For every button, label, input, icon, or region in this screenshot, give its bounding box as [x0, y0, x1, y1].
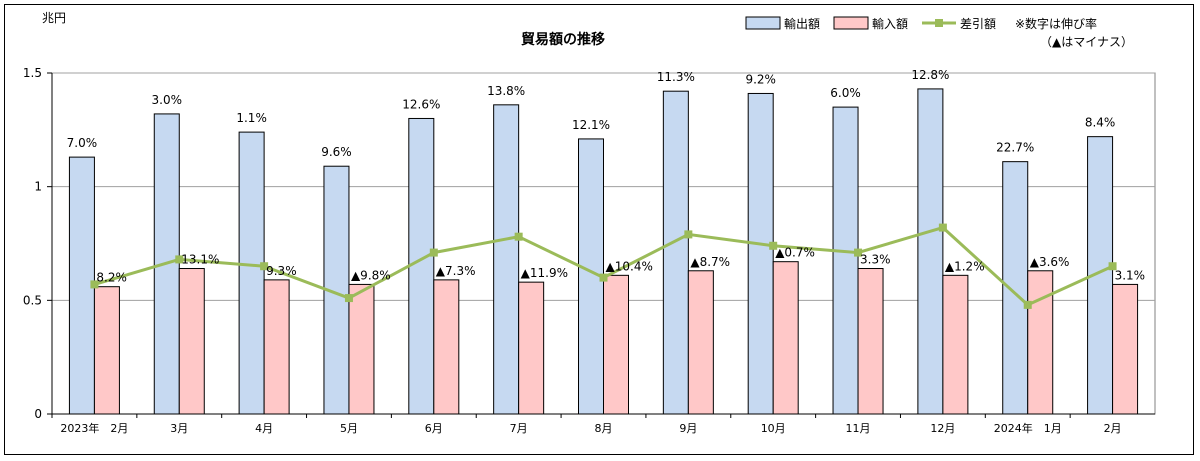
import-growth-label-5: ▲11.9% [521, 266, 568, 280]
import-growth-label-10: ▲1.2% [945, 259, 985, 273]
legend: 輸出額 輸入額 差引額 ※数字は伸び率 （▲はマイナス） [745, 16, 1133, 49]
import-bar-9 [857, 268, 884, 415]
import-bar-11 [1027, 270, 1054, 415]
y-tick-label-0: 0 [34, 407, 42, 421]
legend-label-export: 輸出額 [784, 16, 820, 31]
x-tick-label-6: 8月 [595, 422, 613, 435]
x-tick-label-3: 5月 [340, 422, 358, 435]
x-tick-label-5: 7月 [510, 422, 528, 435]
import-growth-label-7: ▲8.7% [690, 255, 730, 269]
x-tick-label-2: 4月 [255, 422, 273, 435]
export-bar-11 [1002, 161, 1029, 415]
balance-point-2 [260, 262, 269, 271]
balance-point-11 [1023, 300, 1032, 309]
import-growth-label-2: 9.3% [266, 264, 297, 278]
export-growth-label-11: 22.7% [996, 141, 1034, 155]
x-tick-label-9: 11月 [846, 422, 871, 435]
import-growth-label-3: ▲9.8% [351, 268, 391, 282]
import-bar-1 [178, 268, 205, 415]
export-growth-label-2: 1.1% [236, 111, 267, 125]
import-growth-label-8: ▲0.7% [775, 246, 815, 260]
export-growth-label-7: 11.3% [657, 70, 695, 84]
balance-point-10 [938, 223, 947, 232]
balance-point-7 [684, 230, 693, 239]
import-bar-0 [93, 286, 120, 415]
balance-point-0 [90, 280, 99, 289]
data-labels: 7.0% 8.2% 3.0% 13.1% 1.1% 9.3% 9.6% ▲9.8% 12.6% ▲… [67, 68, 1145, 285]
x-tick-label-8: 10月 [761, 422, 786, 435]
balance-point-12 [1108, 262, 1117, 271]
legend-label-import: 輸入額 [872, 16, 908, 31]
import-growth-label-1: 13.1% [181, 253, 219, 267]
export-bar-4 [408, 117, 435, 415]
export-bar-10 [917, 88, 944, 415]
balance-point-6 [599, 273, 608, 282]
export-bar-7 [662, 90, 689, 415]
import-bar-8 [772, 261, 799, 415]
import-bar-6 [603, 274, 629, 415]
balance-point-4 [429, 248, 438, 257]
import-growth-label-0: 8.2% [96, 271, 127, 285]
import-bar-3 [348, 283, 375, 415]
bars [68, 88, 1139, 415]
y-tick-label-3: 1.5 [23, 66, 42, 80]
legend-swatch-export [745, 16, 781, 30]
balance-point-8 [769, 241, 778, 250]
import-growth-label-9: 3.3% [860, 253, 891, 267]
balance-line [90, 223, 1117, 309]
y-tick-label-1: 0.5 [23, 293, 42, 307]
export-growth-label-6: 12.1% [572, 118, 610, 132]
export-growth-label-3: 9.6% [321, 145, 352, 159]
export-growth-label-1: 3.0% [152, 93, 183, 107]
import-growth-label-12: 3.1% [1115, 268, 1146, 282]
x-tick-label-1: 3月 [170, 422, 188, 435]
export-bar-9 [832, 106, 859, 415]
chart-title: 貿易額の推移 [521, 31, 605, 48]
import-bar-5 [518, 281, 545, 415]
balance-point-9 [854, 248, 863, 257]
export-growth-label-4: 12.6% [402, 97, 440, 111]
legend-marker-balance [935, 19, 943, 27]
import-bar-7 [687, 270, 714, 415]
import-growth-label-4: ▲7.3% [436, 264, 476, 278]
export-bar-8 [747, 92, 774, 415]
balance-point-5 [514, 232, 523, 241]
axes: 0 0.5 1 1.5 2023年 2月 3月 4月 5月 6月 7月 8月 9月 10月 11月 12月 2… [23, 66, 1155, 435]
x-tick-label-11: 2024年 1月 [994, 421, 1062, 435]
y-axis-unit: 兆円 [42, 11, 66, 25]
x-tick-label-7: 9月 [679, 422, 697, 435]
x-tick-label-10: 12月 [930, 422, 955, 435]
x-tick-label-12: 2月 [1104, 422, 1122, 435]
export-growth-label-12: 8.4% [1085, 116, 1116, 130]
export-growth-label-10: 12.8% [911, 68, 949, 82]
export-growth-label-0: 7.0% [67, 136, 98, 150]
export-growth-label-8: 9.2% [745, 72, 776, 86]
x-tick-label-0: 2023年 2月 [60, 421, 128, 435]
x-tick-label-4: 6月 [425, 422, 443, 435]
y-tick-label-2: 1 [34, 180, 42, 194]
import-bar-12 [1112, 283, 1139, 415]
export-bar-2 [238, 131, 265, 415]
import-growth-label-6: ▲10.4% [606, 259, 653, 273]
import-growth-label-11: ▲3.6% [1030, 255, 1070, 269]
legend-swatch-import [833, 16, 869, 30]
export-growth-label-5: 13.8% [487, 84, 525, 98]
growth-note: ※数字は伸び率 [1015, 16, 1097, 31]
import-bar-2 [263, 279, 290, 415]
balance-point-1 [175, 255, 184, 264]
export-bar-5 [493, 104, 520, 415]
export-growth-label-9: 6.0% [830, 86, 861, 100]
growth-note-minus: （▲はマイナス） [1040, 35, 1133, 49]
import-bar-10 [942, 274, 969, 415]
import-bar-4 [433, 279, 460, 415]
legend-label-balance: 差引額 [960, 17, 996, 31]
balance-point-3 [344, 294, 353, 303]
